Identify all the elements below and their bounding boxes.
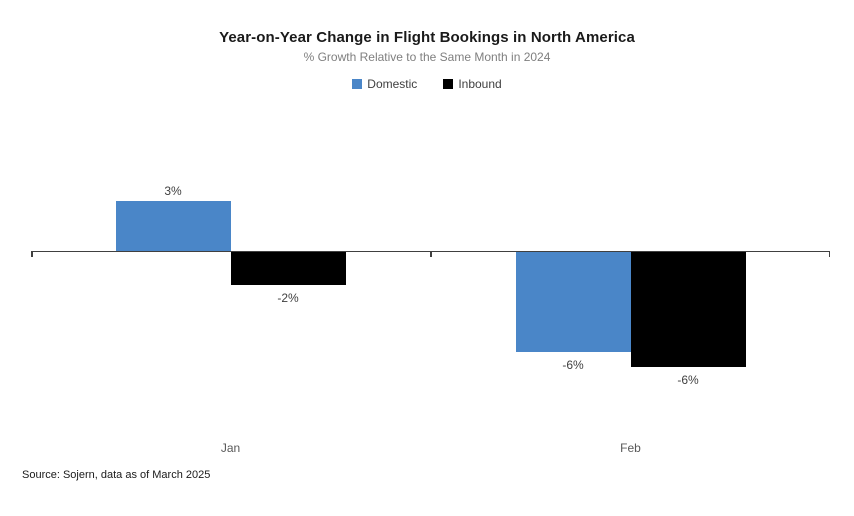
data-label-domestic-jan: 3% (164, 184, 182, 199)
legend-label: Domestic (367, 77, 418, 91)
legend-swatch-icon (352, 79, 363, 89)
category-label-feb: Feb (620, 441, 641, 455)
bar-inbound-feb (630, 251, 746, 367)
data-label-domestic-feb: -6% (562, 357, 584, 372)
data-label-inbound-jan: -2% (277, 290, 299, 305)
legend: Domestic Inbound (0, 77, 854, 91)
legend-item-inbound: Inbound (443, 77, 502, 91)
data-label-inbound-feb: -6% (677, 372, 699, 387)
legend-label: Inbound (458, 77, 502, 91)
bar-domestic-jan (115, 201, 231, 252)
chart-subtitle: % Growth Relative to the Same Month in 2… (303, 50, 551, 64)
legend-item-domestic: Domestic (352, 77, 417, 91)
chart-title: Year-on-Year Change in Flight Bookings i… (219, 29, 635, 46)
x-axis-tick (31, 251, 33, 257)
x-axis-tick (430, 251, 432, 257)
bar-inbound-jan (230, 251, 346, 285)
x-axis-tick (828, 251, 830, 257)
source-note: Source: Sojern, data as of March 2025 (22, 469, 211, 481)
legend-swatch-icon (443, 79, 454, 89)
bar-domestic-feb (515, 251, 631, 352)
category-label-jan: Jan (220, 441, 241, 455)
